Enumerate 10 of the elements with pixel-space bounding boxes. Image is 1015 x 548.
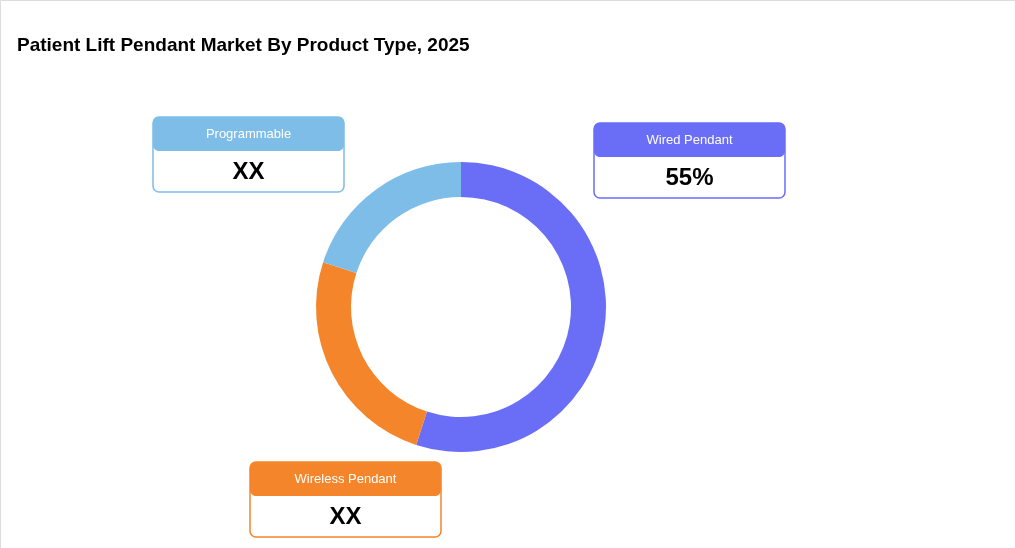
slice-label: Wireless Pendant xyxy=(294,471,397,486)
chart-title: Patient Lift Pendant Market By Product Type, 2025 xyxy=(17,34,471,55)
donut-slice xyxy=(416,162,606,452)
slice-label: Programmable xyxy=(205,126,292,141)
slice-label: Wired Pendant xyxy=(646,132,733,147)
donut-slice xyxy=(323,162,461,274)
data-label: XX xyxy=(232,156,265,184)
data-label: 55% xyxy=(665,162,714,190)
donut-slice xyxy=(316,262,428,445)
data-label: XX xyxy=(329,501,362,529)
